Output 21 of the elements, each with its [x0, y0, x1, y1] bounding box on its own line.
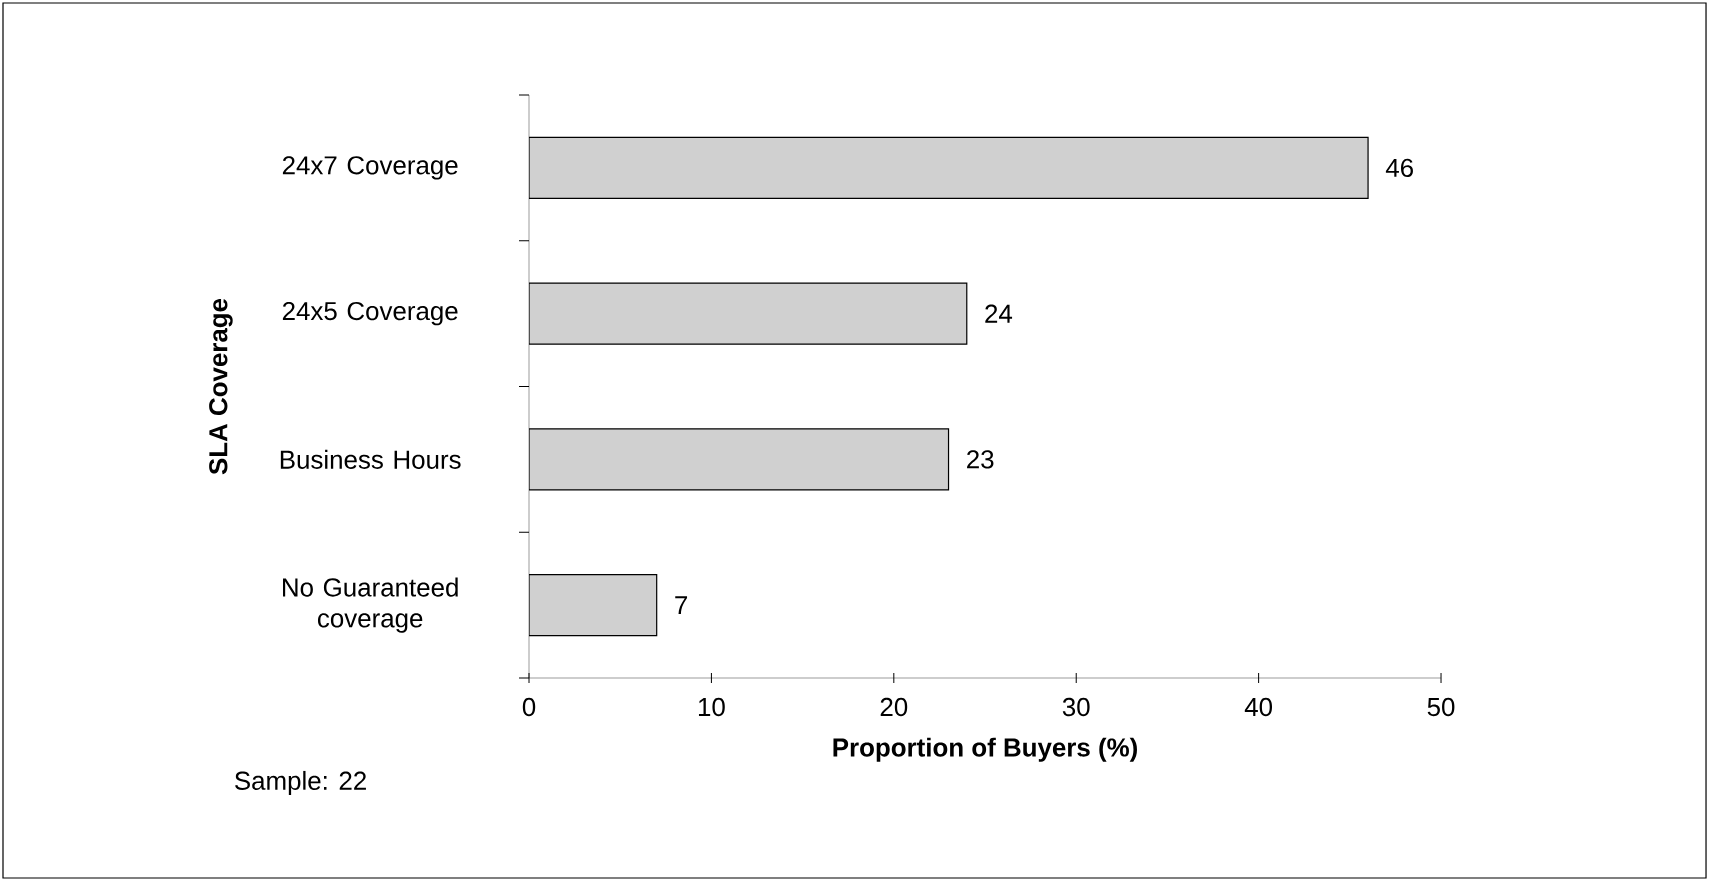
y-tick-label: 24x5 Coverage [282, 301, 458, 326]
text: Sample: 22 [235, 770, 366, 796]
x-tick-label: 50 [1427, 697, 1455, 717]
bar [529, 428, 950, 491]
y-axis-title: SLA Coverage [209, 298, 233, 475]
data-label: 24 [985, 304, 1013, 323]
data-label: 23 [967, 450, 994, 469]
x-axis-title: Proportion of Buyers (%) [833, 737, 1137, 762]
bar [529, 136, 1369, 199]
bar [529, 282, 968, 345]
x-tick-label: 0 [522, 697, 536, 717]
data-label: 7 [675, 596, 688, 615]
x-tick-label: 40 [1244, 697, 1273, 717]
x-tick-label: 20 [880, 697, 908, 717]
x-tick-label: 10 [698, 697, 725, 717]
bar [529, 574, 658, 637]
y-tick-label: Business Hours [280, 449, 461, 469]
data-label: 46 [1385, 158, 1413, 178]
y-tick-label: No Guaranteed coverage [283, 577, 458, 633]
y-tick-label: 24x7 Coverage [282, 156, 458, 180]
x-tick-label: 30 [1062, 697, 1090, 717]
